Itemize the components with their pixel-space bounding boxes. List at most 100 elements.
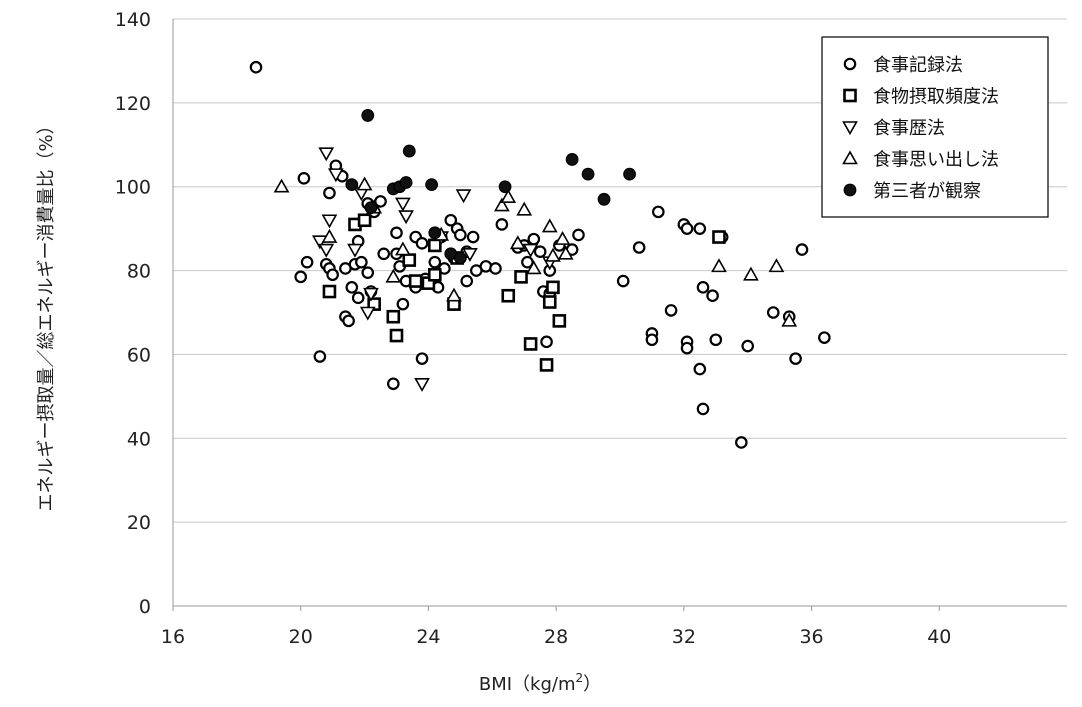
data-point: [489, 262, 502, 275]
data-point: [735, 436, 748, 449]
data-point: [501, 288, 516, 303]
data-point: [428, 255, 442, 269]
x-tick-label: 24: [416, 626, 440, 648]
series-0: [249, 60, 831, 449]
data-point: [313, 350, 327, 363]
data-point: [357, 213, 372, 228]
data-point: [554, 230, 571, 245]
data-point: [363, 287, 379, 302]
data-point: [493, 197, 510, 212]
data-point: [581, 167, 595, 181]
data-point: [709, 333, 723, 347]
y-tick-label: 80: [127, 261, 151, 283]
data-point: [297, 172, 311, 185]
data-point: [546, 280, 560, 295]
data-point: [541, 218, 558, 233]
data-point: [795, 243, 809, 256]
data-point: [355, 255, 368, 269]
data-point: [359, 306, 376, 321]
series-1: [322, 213, 726, 372]
data-point: [347, 243, 363, 258]
data-point: [428, 238, 442, 253]
legend-marker: [842, 121, 858, 136]
data-point: [273, 178, 290, 193]
data-point: [539, 358, 554, 372]
data-point: [367, 297, 381, 311]
legend-label: 食事歴法: [873, 118, 945, 139]
data-point: [361, 266, 375, 279]
x-axis-title: BMI（kg/m2）: [479, 671, 601, 695]
data-point: [374, 195, 387, 208]
data-point: [345, 178, 359, 192]
data-point: [712, 230, 726, 244]
data-point: [390, 226, 403, 240]
data-point: [386, 309, 401, 324]
data-point: [552, 314, 567, 328]
data-point: [509, 235, 526, 250]
data-point: [402, 144, 416, 158]
data-point: [545, 247, 561, 262]
data-point: [454, 228, 467, 242]
data-point: [523, 337, 538, 351]
data-point: [321, 228, 338, 243]
axes: [172, 19, 1067, 611]
legend-box: [821, 36, 1049, 218]
x-tick-labels: 16 20 24 28 32 36 40: [161, 626, 951, 648]
x-tick-label: 32: [672, 626, 696, 648]
data-point: [521, 255, 534, 269]
data-point: [462, 248, 478, 262]
data-point: [428, 226, 442, 240]
data-point: [664, 304, 678, 317]
data-point: [789, 352, 802, 365]
data-point: [322, 284, 337, 299]
data-point: [398, 210, 414, 225]
y-tick-label: 20: [127, 512, 151, 534]
data-points: [249, 60, 831, 449]
data-point: [495, 218, 509, 231]
data-point: [645, 333, 659, 347]
series-4: [345, 109, 636, 265]
data-point: [356, 176, 373, 191]
legend-label: 第三者が観察: [873, 181, 981, 202]
y-tick-label: 0: [139, 596, 151, 618]
data-point: [460, 274, 474, 288]
data-point: [516, 201, 533, 216]
data-point: [781, 312, 798, 327]
data-point: [540, 335, 553, 349]
data-point: [444, 213, 458, 227]
x-tick-label: 28: [544, 626, 568, 648]
data-point: [364, 201, 378, 215]
data-point: [415, 352, 429, 365]
data-point: [321, 214, 338, 229]
data-point: [696, 402, 710, 416]
data-point: [385, 268, 402, 283]
data-point: [466, 230, 480, 244]
data-point: [623, 167, 636, 181]
data-point: [680, 341, 694, 355]
data-point: [766, 306, 780, 319]
data-point: [351, 291, 365, 305]
data-point: [693, 222, 707, 235]
data-point: [525, 260, 542, 275]
data-point: [414, 377, 430, 392]
data-point: [300, 255, 314, 269]
data-point: [711, 258, 727, 273]
data-point: [415, 237, 429, 250]
legend-marker: [843, 88, 857, 103]
y-tick-label: 120: [115, 93, 151, 115]
data-point: [696, 281, 710, 294]
data-point: [818, 331, 831, 344]
y-axis-title: エネルギー摂取量／総エネルギー消費量比（%）: [36, 116, 57, 511]
data-point: [249, 60, 263, 74]
data-point: [408, 274, 423, 288]
data-point: [522, 243, 539, 258]
data-point: [453, 251, 467, 265]
data-point: [395, 197, 411, 212]
data-point: [428, 267, 442, 282]
data-point: [743, 266, 759, 281]
data-point: [527, 232, 541, 246]
data-point: [533, 245, 547, 259]
data-point: [294, 270, 308, 284]
